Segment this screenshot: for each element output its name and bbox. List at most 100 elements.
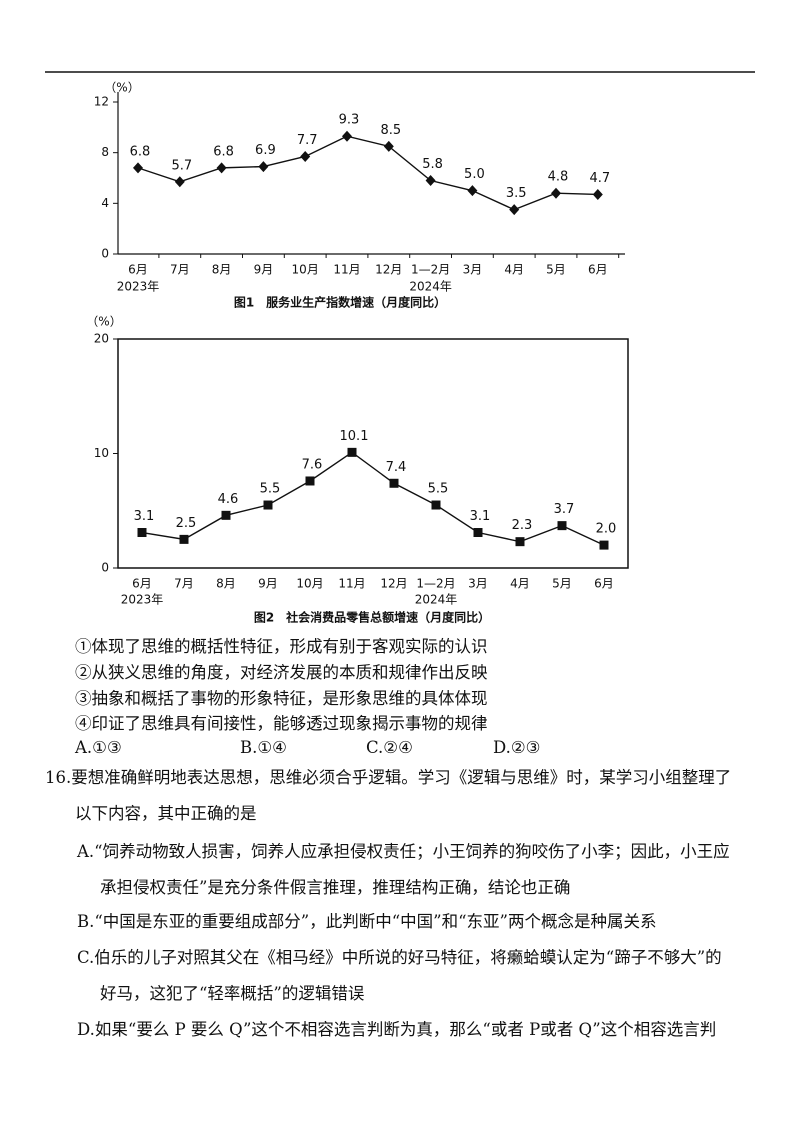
option-text: 承担侵权责任”是充分条件假言推理，推理结构正确，结论也正确 bbox=[100, 878, 571, 897]
year-label: 2023年 bbox=[121, 593, 164, 607]
line bbox=[137, 135, 598, 211]
y-tick-label: 20 bbox=[94, 332, 109, 346]
question-text: 16.要想准确鲜明地表达思想，思维必须合乎逻辑。学习《逻辑与思维》时，某学习小组… bbox=[45, 768, 732, 787]
x-tick-label: 9月 bbox=[254, 263, 274, 277]
marker bbox=[133, 162, 143, 174]
option-text: A.“饲养动物致人损害，饲养人应承担侵权责任；小王饲养的狗咬伤了小李；因此，小王… bbox=[77, 842, 730, 861]
marker bbox=[347, 447, 357, 457]
data-label: 4.8 bbox=[548, 170, 569, 185]
choice: D.②③ bbox=[493, 738, 541, 757]
y-tick-label: 12 bbox=[94, 95, 109, 109]
statement: ①体现了思维的概括性特征，形成有别于客观实际的认识 bbox=[75, 637, 488, 656]
line bbox=[141, 451, 605, 546]
data-label: 2.5 bbox=[176, 516, 197, 531]
y-axis-label: （%） bbox=[104, 81, 139, 95]
x-tick-label: 6月 bbox=[588, 263, 608, 277]
marker bbox=[258, 161, 269, 173]
data-label: 5.5 bbox=[428, 482, 449, 497]
charts: （%） 0 4 8 12 6月 2023年 7月 8月 9月 10月 11月 12月 1—2月 2024年 3… bbox=[45, 71, 755, 625]
x-tick-label: 12月 bbox=[375, 263, 402, 277]
data-label: 9.3 bbox=[339, 113, 360, 128]
x-tick-label: 8月 bbox=[216, 577, 236, 591]
statement: ③抽象和概括了事物的形象特征，是形象思维的具体体现 bbox=[75, 689, 488, 708]
data-label: 4.7 bbox=[589, 171, 610, 186]
data-label: 3.1 bbox=[470, 509, 491, 524]
y-tick-label: 4 bbox=[101, 196, 109, 210]
data-label: 6.8 bbox=[213, 144, 234, 159]
data-label: 8.5 bbox=[380, 123, 401, 138]
x-tick-label: 6月 bbox=[132, 577, 152, 591]
x-tick-label: 3月 bbox=[463, 263, 483, 277]
choice: A.①③ bbox=[75, 738, 122, 757]
x-tick-label: 12月 bbox=[380, 577, 407, 591]
x-tick-label: 5月 bbox=[546, 263, 566, 277]
data-label: 10.1 bbox=[340, 429, 369, 444]
data-label: 2.0 bbox=[596, 522, 617, 537]
marker bbox=[599, 540, 609, 550]
marker bbox=[425, 175, 436, 187]
year-label: 2023年 bbox=[117, 280, 160, 294]
x-tick-label: 9月 bbox=[258, 577, 278, 591]
marker bbox=[216, 162, 227, 174]
data-label: 4.6 bbox=[218, 492, 239, 507]
data-label: 5.7 bbox=[171, 158, 192, 173]
marker bbox=[383, 140, 394, 152]
marker bbox=[431, 500, 441, 510]
y-axis-label: （%） bbox=[86, 315, 121, 329]
x-tick-label: 3月 bbox=[468, 577, 488, 591]
marker bbox=[557, 521, 567, 531]
marker bbox=[342, 130, 352, 142]
y-tick-label: 0 bbox=[101, 561, 109, 575]
x-tick-label: 6月 bbox=[594, 577, 614, 591]
data-label: 5.8 bbox=[422, 157, 443, 172]
x-tick-label: 5月 bbox=[552, 577, 572, 591]
y-tick-label: 10 bbox=[94, 446, 109, 460]
marker bbox=[509, 204, 520, 216]
data-label: 6.9 bbox=[255, 143, 276, 158]
marker bbox=[473, 528, 483, 538]
x-tick-label: 1—2月 bbox=[416, 577, 455, 591]
chart-title: 图2 社会消费品零售总额增速（月度同比） bbox=[254, 610, 490, 625]
y-tick-label: 8 bbox=[101, 145, 109, 159]
statement: ②从狭义思维的角度，对经济发展的本质和规律作出反映 bbox=[75, 663, 488, 682]
data-label: 7.4 bbox=[386, 460, 407, 475]
choice: C.②④ bbox=[366, 738, 413, 757]
x-tick-label: 11月 bbox=[333, 263, 360, 277]
marker bbox=[389, 478, 399, 488]
marker bbox=[305, 476, 315, 486]
x-tick-label: 7月 bbox=[170, 263, 190, 277]
data-label: 7.6 bbox=[302, 457, 323, 472]
marker bbox=[551, 187, 561, 199]
option-text: D.如果“要么 P 要么 Q”这个不相容选言判断为真，那么“或者 P或者 Q”这… bbox=[77, 1020, 717, 1039]
x-tick-label: 7月 bbox=[174, 577, 194, 591]
marker bbox=[467, 185, 478, 197]
question-text: 以下内容，其中正确的是 bbox=[75, 804, 257, 823]
year-label: 2024年 bbox=[409, 280, 452, 294]
data-label: 3.5 bbox=[506, 186, 527, 201]
x-tick-label: 11月 bbox=[338, 577, 365, 591]
marker bbox=[263, 500, 273, 510]
x-tick-label: 6月 bbox=[128, 263, 148, 277]
x-tick-label: 10月 bbox=[292, 263, 319, 277]
marker bbox=[174, 176, 185, 188]
data-label: 3.1 bbox=[134, 509, 155, 524]
marker bbox=[221, 510, 231, 520]
x-tick-label: 1—2月 bbox=[411, 263, 450, 277]
year-label: 2024年 bbox=[415, 593, 458, 607]
statement: ④印证了思维具有间接性，能够透过现象揭示事物的规律 bbox=[75, 714, 488, 733]
data-label: 5.0 bbox=[464, 167, 485, 182]
data-label: 7.7 bbox=[297, 133, 318, 148]
data-label: 2.3 bbox=[512, 518, 533, 533]
option-text: C.伯乐的儿子对照其父在《相马经》中所说的好马特征，将癞蛤蟆认定为“蹄子不够大”… bbox=[77, 948, 722, 967]
marker bbox=[592, 188, 603, 200]
data-label: 6.8 bbox=[130, 144, 151, 159]
chart-title: 图1 服务业生产指数增速（月度同比） bbox=[234, 295, 446, 310]
data-label: 3.7 bbox=[554, 502, 575, 517]
x-tick-label: 4月 bbox=[510, 577, 530, 591]
option-text: 好马，这犯了“轻率概括”的逻辑错误 bbox=[100, 984, 365, 1003]
option-text: B.“中国是东亚的重要组成部分”，此判断中“中国”和“东亚”两个概念是种属关系 bbox=[77, 912, 657, 931]
marker bbox=[179, 534, 189, 544]
x-tick-label: 8月 bbox=[212, 263, 232, 277]
choice: B.①④ bbox=[240, 738, 287, 757]
